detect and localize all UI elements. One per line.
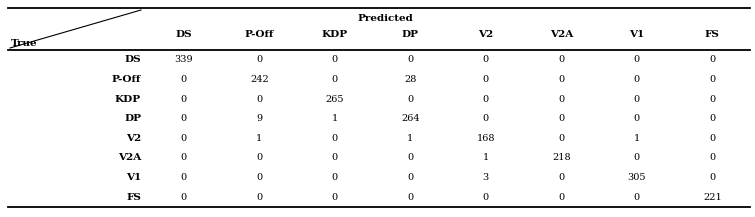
- Text: V1: V1: [126, 173, 141, 182]
- Text: 0: 0: [256, 193, 262, 202]
- Text: 0: 0: [482, 75, 488, 84]
- Text: 218: 218: [552, 153, 571, 163]
- Text: 0: 0: [482, 55, 488, 64]
- Text: 0: 0: [180, 114, 186, 123]
- Text: 0: 0: [633, 95, 639, 104]
- Text: V2: V2: [478, 30, 493, 39]
- Text: 0: 0: [633, 114, 639, 123]
- Text: V2: V2: [126, 134, 141, 143]
- Text: 168: 168: [476, 134, 495, 143]
- Text: 0: 0: [331, 153, 337, 163]
- Text: 0: 0: [709, 114, 715, 123]
- Text: V2A: V2A: [118, 153, 141, 163]
- Text: V1: V1: [629, 30, 644, 39]
- Text: 0: 0: [482, 95, 488, 104]
- Text: DP: DP: [124, 114, 141, 123]
- Text: 0: 0: [407, 55, 413, 64]
- Text: 0: 0: [180, 75, 186, 84]
- Text: 0: 0: [331, 134, 337, 143]
- Text: 0: 0: [180, 173, 186, 182]
- Text: DP: DP: [402, 30, 419, 39]
- Text: 1: 1: [482, 153, 489, 163]
- Text: FS: FS: [126, 193, 141, 202]
- Text: 305: 305: [627, 173, 646, 182]
- Text: 0: 0: [331, 55, 337, 64]
- Text: 0: 0: [407, 173, 413, 182]
- Text: 0: 0: [180, 95, 186, 104]
- Text: 265: 265: [325, 95, 344, 104]
- Text: 0: 0: [407, 153, 413, 163]
- Text: 0: 0: [331, 75, 337, 84]
- Text: V2A: V2A: [550, 30, 573, 39]
- Text: 0: 0: [407, 193, 413, 202]
- Text: FS: FS: [705, 30, 720, 39]
- Text: 0: 0: [180, 134, 186, 143]
- Text: 0: 0: [256, 55, 262, 64]
- Text: Predicted: Predicted: [357, 13, 413, 23]
- Text: 0: 0: [256, 95, 262, 104]
- Text: 28: 28: [404, 75, 417, 84]
- Text: KDP: KDP: [115, 95, 141, 104]
- Text: 1: 1: [331, 114, 338, 123]
- Text: 0: 0: [709, 134, 715, 143]
- Text: 0: 0: [482, 114, 488, 123]
- Text: 0: 0: [558, 134, 564, 143]
- Text: 221: 221: [703, 193, 722, 202]
- Text: 0: 0: [558, 55, 564, 64]
- Text: 0: 0: [256, 153, 262, 163]
- Text: 0: 0: [180, 193, 186, 202]
- Text: 3: 3: [482, 173, 489, 182]
- Text: 0: 0: [558, 75, 564, 84]
- Text: 0: 0: [633, 75, 639, 84]
- Text: 0: 0: [558, 193, 564, 202]
- Text: P-Off: P-Off: [112, 75, 141, 84]
- Text: 264: 264: [401, 114, 420, 123]
- Text: 0: 0: [709, 173, 715, 182]
- Text: DS: DS: [175, 30, 192, 39]
- Text: 0: 0: [331, 193, 337, 202]
- Text: 0: 0: [709, 55, 715, 64]
- Text: 0: 0: [709, 95, 715, 104]
- Text: 0: 0: [709, 153, 715, 163]
- Text: 0: 0: [709, 75, 715, 84]
- Text: 339: 339: [174, 55, 193, 64]
- Text: 0: 0: [558, 95, 564, 104]
- Text: 0: 0: [331, 173, 337, 182]
- Text: 0: 0: [482, 193, 488, 202]
- Text: 0: 0: [633, 55, 639, 64]
- Text: 0: 0: [256, 173, 262, 182]
- Text: True: True: [11, 38, 38, 48]
- Text: 1: 1: [256, 134, 263, 143]
- Text: 0: 0: [633, 193, 639, 202]
- Text: 242: 242: [250, 75, 269, 84]
- Text: 0: 0: [558, 173, 564, 182]
- Text: DS: DS: [125, 55, 141, 64]
- Text: 0: 0: [180, 153, 186, 163]
- Text: 0: 0: [633, 153, 639, 163]
- Text: 9: 9: [256, 114, 262, 123]
- Text: 1: 1: [633, 134, 640, 143]
- Text: 1: 1: [407, 134, 414, 143]
- Text: KDP: KDP: [322, 30, 348, 39]
- Text: P-Off: P-Off: [245, 30, 274, 39]
- Text: 0: 0: [558, 114, 564, 123]
- Text: 0: 0: [407, 95, 413, 104]
